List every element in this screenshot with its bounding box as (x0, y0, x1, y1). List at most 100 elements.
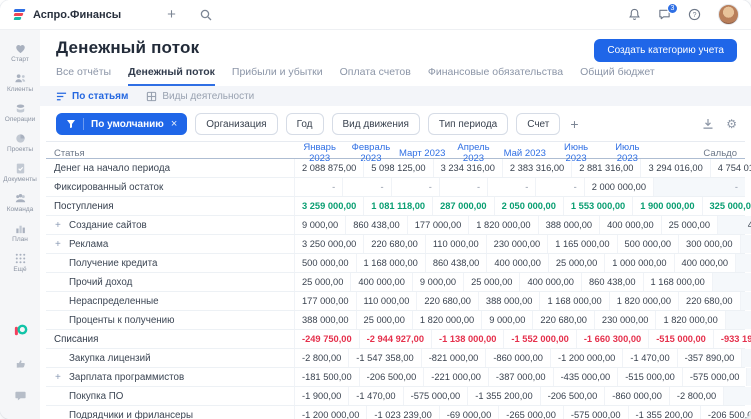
column-header-month-3[interactable]: Апрель 2023 (457, 142, 490, 164)
filter-chip-4[interactable]: Счет (516, 113, 561, 135)
tab-2[interactable]: Прибыли и убытки (231, 66, 323, 78)
cell-value: 230 000,00 (485, 235, 548, 253)
sidebar-item-start[interactable]: Старт (0, 38, 40, 68)
sidebar-item-documents[interactable]: Документы (0, 158, 40, 188)
sidebar-item-clients[interactable]: Клиенты (0, 68, 40, 98)
table-row[interactable]: Нераспределенные 177 000,00 110 000,00 220 … (46, 292, 751, 311)
gear-icon[interactable]: ⚙ (726, 117, 737, 131)
cell-saldo: - (653, 178, 745, 196)
tab-1[interactable]: Денежный поток (128, 66, 215, 86)
sidebar-item-more[interactable]: Ещё (0, 248, 40, 278)
column-header-month-0[interactable]: Январь 2023 (303, 142, 336, 164)
table-row[interactable]: + Реклама 3 250 000,00 220 680,00 110 000,00… (46, 235, 751, 254)
cell-value: 220 680,00 (532, 311, 594, 329)
column-header-month-2[interactable]: Март 2023 (398, 147, 446, 159)
table-row[interactable]: Списания -249 750,00 -2 944 927,00 -1 138 0… (46, 330, 751, 349)
download-icon[interactable] (702, 118, 714, 130)
table-row[interactable]: + Зарплата программистов -181 500,00 -206 5… (46, 368, 751, 387)
aspro-logo-icon[interactable] (13, 323, 28, 343)
filter-chip-3[interactable]: Тип периода (427, 113, 509, 135)
cell-value: - (438, 178, 487, 196)
cell-value: -249 750,00 (294, 330, 359, 348)
filter-chip-2[interactable]: Вид движения (331, 113, 420, 135)
tab-0[interactable]: Все отчёты (56, 66, 112, 78)
cell-value: -387 000,00 (487, 368, 553, 386)
expand-icon[interactable]: + (55, 219, 61, 231)
cell-value: 1 168 000,00 (355, 254, 425, 272)
sidebar-item-team[interactable]: Команда (0, 188, 40, 218)
app-logo[interactable]: Аспро.Финансы (13, 9, 121, 21)
sidebar-item-plan[interactable]: План (0, 218, 40, 248)
table-row[interactable]: Денег на начало периода 2 088 875,00 5 098… (46, 159, 751, 178)
cell-value: -1 355 200,00 (467, 387, 539, 405)
bell-icon[interactable] (628, 8, 641, 21)
view-tab-by-articles[interactable]: По статьям (56, 91, 128, 102)
cell-value: 860 438,00 (580, 273, 643, 291)
table-row[interactable]: + Создание сайтов 9 000,00 860 438,00 177 00… (46, 216, 751, 235)
table-row[interactable]: Закупка лицензий -2 800,00 -1 547 358,00 -8… (46, 349, 751, 368)
table-row[interactable]: Покупка ПО -1 900,00 -1 470,00 -575 000,00-… (46, 387, 751, 406)
cell-value: 110 000,00 (424, 235, 486, 253)
grid-small-icon (146, 91, 157, 102)
cell-value: 220 680,00 (678, 292, 740, 310)
sidebar-item-label: Документы (3, 176, 37, 183)
cell-value: 25 000,00 (660, 216, 717, 234)
expand-icon[interactable]: + (55, 238, 61, 250)
thumb-icon[interactable] (14, 357, 27, 375)
chat-bubble-icon[interactable] (14, 389, 27, 407)
view-tab-activity-types[interactable]: Виды деятельности (146, 91, 254, 102)
tab-5[interactable]: Общий бюджет (580, 66, 655, 78)
cell-value: -206 500,00 (358, 368, 424, 386)
filter-row: По умолчанию × Организация Год Вид движени… (40, 106, 751, 141)
messages-icon[interactable]: 3 (658, 3, 678, 21)
row-label: Поступления (54, 200, 114, 212)
help-icon[interactable]: ? (688, 8, 701, 21)
cell-value: 2 383 316,00 (501, 159, 571, 177)
sidebar-nav: Старт Клиенты Операции Проекты Документы Кома… (0, 38, 40, 278)
add-filter-button[interactable]: + (570, 116, 579, 132)
cell-value: -2 800,00 (294, 349, 348, 367)
cell-value: -181 500,00 (294, 368, 359, 386)
close-icon[interactable]: × (170, 118, 178, 130)
column-header-month-4[interactable]: Май 2023 (503, 147, 546, 159)
cell-value: 500 000,00 (294, 254, 356, 272)
filter-chip-0[interactable]: Организация (195, 113, 278, 135)
filter-chip-1[interactable]: Год (285, 113, 324, 135)
table-row[interactable]: Получение кредита 500 000,00 1 168 000,00 8… (46, 254, 751, 273)
column-header-month-5[interactable]: Июнь 2023 (563, 142, 589, 164)
table-row[interactable]: Поступления 3 259 000,00 1 081 118,00 287 0… (46, 197, 751, 216)
cell-value: - (390, 178, 439, 196)
cell-saldo: 68 000,00 (711, 273, 751, 291)
avatar[interactable] (718, 4, 739, 25)
plus-icon[interactable]: + (167, 6, 176, 23)
cell-value: 1 081 118,00 (363, 197, 432, 215)
create-category-button[interactable]: Создать категорию учета (594, 39, 737, 62)
tab-3[interactable]: Оплата счетов (339, 66, 411, 78)
cell-value: -206 500,00 (699, 406, 751, 419)
table-header: Статья Январь 2023 Февраль 2023 Март 2023 Ап… (46, 141, 745, 164)
filter-preset-chip[interactable]: По умолчанию × (56, 113, 188, 135)
cell-saldo: 220 680,00 (724, 311, 751, 329)
sidebar-item-projects[interactable]: Проекты (0, 128, 40, 158)
column-header-month-6[interactable]: Июль 2023 (615, 142, 640, 164)
report-tabs: Все отчёты Денежный поток Прибыли и убытки… (56, 66, 737, 86)
column-header-month-1[interactable]: Февраль 2023 (351, 142, 391, 164)
cell-value: 110 000,00 (355, 292, 417, 310)
expand-icon[interactable]: + (55, 371, 61, 383)
row-label: Получение кредита (69, 257, 158, 269)
main-content: Денежный поток Создать категорию учета В… (40, 30, 751, 419)
cell-value: -575 000,00 (402, 387, 468, 405)
cell-saldo: -2 521 000,00 (746, 368, 751, 386)
row-label: Нераспределенные (69, 295, 159, 307)
row-label: + Создание сайтов (55, 219, 147, 231)
table-row[interactable]: Проценты к получению 388 000,00 25 000,00 1… (46, 311, 751, 330)
tab-4[interactable]: Финансовые обязательства (427, 66, 564, 78)
cell-value: 1 168 000,00 (539, 292, 608, 310)
sidebar-item-operations[interactable]: Операции (0, 98, 40, 128)
cell-saldo: 38 069 000,00 (739, 292, 751, 310)
table-row[interactable]: Прочий доход 25 000,00 400 000,00 9 000,00 2… (46, 273, 751, 292)
search-icon[interactable] (200, 9, 212, 21)
table-row[interactable]: Подрядчики и фрилансеры -1 200 000,00 -1 0… (46, 406, 751, 419)
table-row[interactable]: Фиксированный остаток - - - - - -2 000 000,00- (46, 178, 745, 197)
